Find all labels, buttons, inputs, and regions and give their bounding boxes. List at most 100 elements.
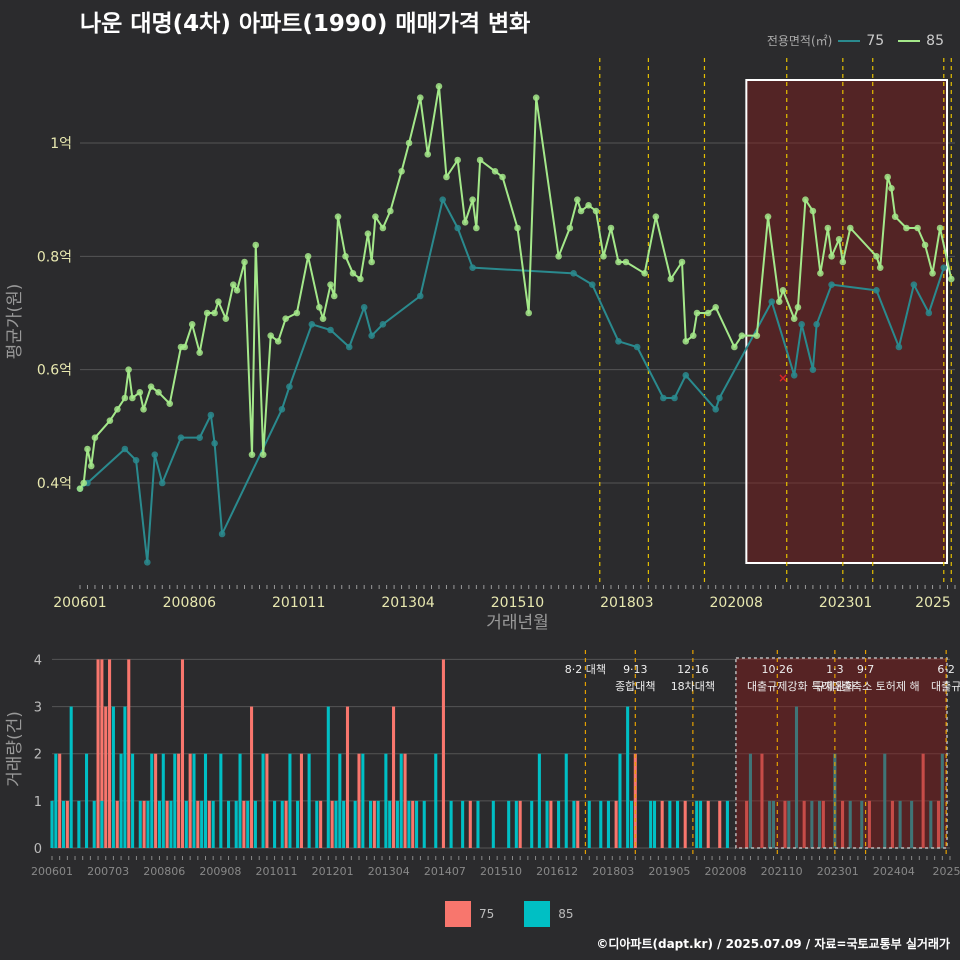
bar-85-47 xyxy=(395,800,399,848)
bar-75-1 xyxy=(58,753,62,848)
data-point-85-38 xyxy=(334,213,342,220)
bar-x-tick-label-10: 201803 xyxy=(592,865,634,878)
bar-85-9 xyxy=(119,753,123,848)
data-point-85-36 xyxy=(327,281,334,288)
data-point-85-61 xyxy=(525,309,533,317)
bar-75-26 xyxy=(372,800,376,848)
bar-85-14 xyxy=(150,753,154,848)
data-point-85-77 xyxy=(682,338,690,345)
bar-x-tick-label-5: 201201 xyxy=(312,865,354,878)
data-point-85-96 xyxy=(839,258,847,266)
y-tick-label-3: 1억 xyxy=(50,136,72,152)
policy-sublabel-3: 대출규제강화 xyxy=(747,680,808,693)
bar-75-25 xyxy=(357,753,361,848)
bar-85-77 xyxy=(725,800,729,848)
data-point-85-54 xyxy=(461,219,469,226)
bar-85-60 xyxy=(537,753,541,848)
bar-85-27 xyxy=(238,753,242,848)
bar-75-28 xyxy=(403,753,407,848)
data-point-85-45 xyxy=(379,224,387,232)
data-point-85-23 xyxy=(230,281,237,288)
data-point-75-33 xyxy=(768,298,776,305)
bar-75-2 xyxy=(65,800,69,848)
bar-85-76 xyxy=(699,800,703,848)
bar-85-26 xyxy=(234,800,238,848)
data-point-85-105 xyxy=(921,241,929,249)
bar-75-21 xyxy=(299,753,303,848)
bar-85-82 xyxy=(794,706,799,848)
data-point-75-29 xyxy=(671,394,678,402)
data-point-85-41 xyxy=(357,275,364,283)
data-point-85-39 xyxy=(342,253,349,260)
data-point-85-3 xyxy=(87,462,95,470)
data-point-75-38 xyxy=(828,281,835,288)
data-point-85-102 xyxy=(891,213,899,220)
data-point-75-43 xyxy=(940,264,948,271)
data-point-75-40 xyxy=(895,343,903,351)
bar-75-13 xyxy=(180,659,185,848)
data-point-85-0 xyxy=(76,485,84,492)
data-point-85-99 xyxy=(876,264,884,271)
data-point-85-19 xyxy=(203,309,211,317)
bar-75-9 xyxy=(142,800,146,848)
bar-85-36 xyxy=(315,800,319,848)
bar-85-64 xyxy=(572,800,576,848)
bar-x-tick-label-7: 201407 xyxy=(424,865,466,878)
bar-75-38 xyxy=(683,800,687,848)
bar-85-3 xyxy=(69,706,73,848)
data-point-75-12 xyxy=(278,406,286,413)
bar-85-23 xyxy=(211,800,215,848)
bar-75-6 xyxy=(108,659,112,848)
bar-75-22 xyxy=(319,800,323,848)
data-point-75-18 xyxy=(368,332,375,339)
bar-85-25 xyxy=(226,800,231,848)
bar-85-88 xyxy=(883,753,887,848)
bar-85-13 xyxy=(146,800,150,848)
data-point-85-58 xyxy=(491,168,499,175)
bar-75-10 xyxy=(154,753,158,848)
bar-75-42 xyxy=(760,753,764,848)
bar-85-68 xyxy=(618,753,622,848)
credit-text: ©디아파트(dapt.kr) / 2025.07.09 / 자료=국토교통부 실… xyxy=(596,937,950,951)
highlight-region-top xyxy=(745,79,948,564)
highlight-region-bottom xyxy=(735,657,948,849)
bar-85-53 xyxy=(449,800,453,848)
data-point-75-8 xyxy=(196,434,203,441)
data-point-85-11 xyxy=(140,406,147,413)
data-point-85-98 xyxy=(873,253,880,260)
bar-75-23 xyxy=(330,800,334,848)
bar-85-21 xyxy=(200,800,204,848)
data-point-85-34 xyxy=(316,304,323,311)
bar-85-71 xyxy=(649,800,653,848)
data-point-85-40 xyxy=(349,270,357,277)
data-point-85-9 xyxy=(129,394,136,402)
bar-85-70 xyxy=(629,800,634,848)
bar-85-24 xyxy=(219,753,223,848)
bar-85-6 xyxy=(92,800,96,848)
legend-swatch-85 xyxy=(898,39,921,42)
bar-85-52 xyxy=(434,753,438,848)
bar-75-48 xyxy=(890,800,894,848)
bar-75-14 xyxy=(188,753,192,848)
bar-y-tick-label-0: 0 xyxy=(34,842,42,857)
bar-85-19 xyxy=(184,800,188,848)
bar-75-40 xyxy=(718,800,722,848)
bar-x-tick-label-6: 201304 xyxy=(368,865,410,878)
bar-85-75 xyxy=(695,800,699,848)
data-point-85-72 xyxy=(622,258,630,266)
data-point-85-51 xyxy=(435,83,443,90)
bar-85-65 xyxy=(587,800,591,848)
bar-75-3 xyxy=(96,659,100,848)
bar-75-36 xyxy=(633,753,637,848)
data-point-85-100 xyxy=(884,173,891,181)
bar-85-72 xyxy=(652,800,657,848)
data-point-85-108 xyxy=(947,275,955,283)
data-point-85-59 xyxy=(499,173,506,181)
data-point-85-17 xyxy=(188,321,196,328)
bar-75-16 xyxy=(207,800,211,848)
bar-75-11 xyxy=(165,800,169,848)
bar-75-45 xyxy=(821,800,825,848)
data-point-75-39 xyxy=(873,287,880,294)
bar-85-50 xyxy=(415,800,419,848)
data-point-85-14 xyxy=(166,400,174,407)
